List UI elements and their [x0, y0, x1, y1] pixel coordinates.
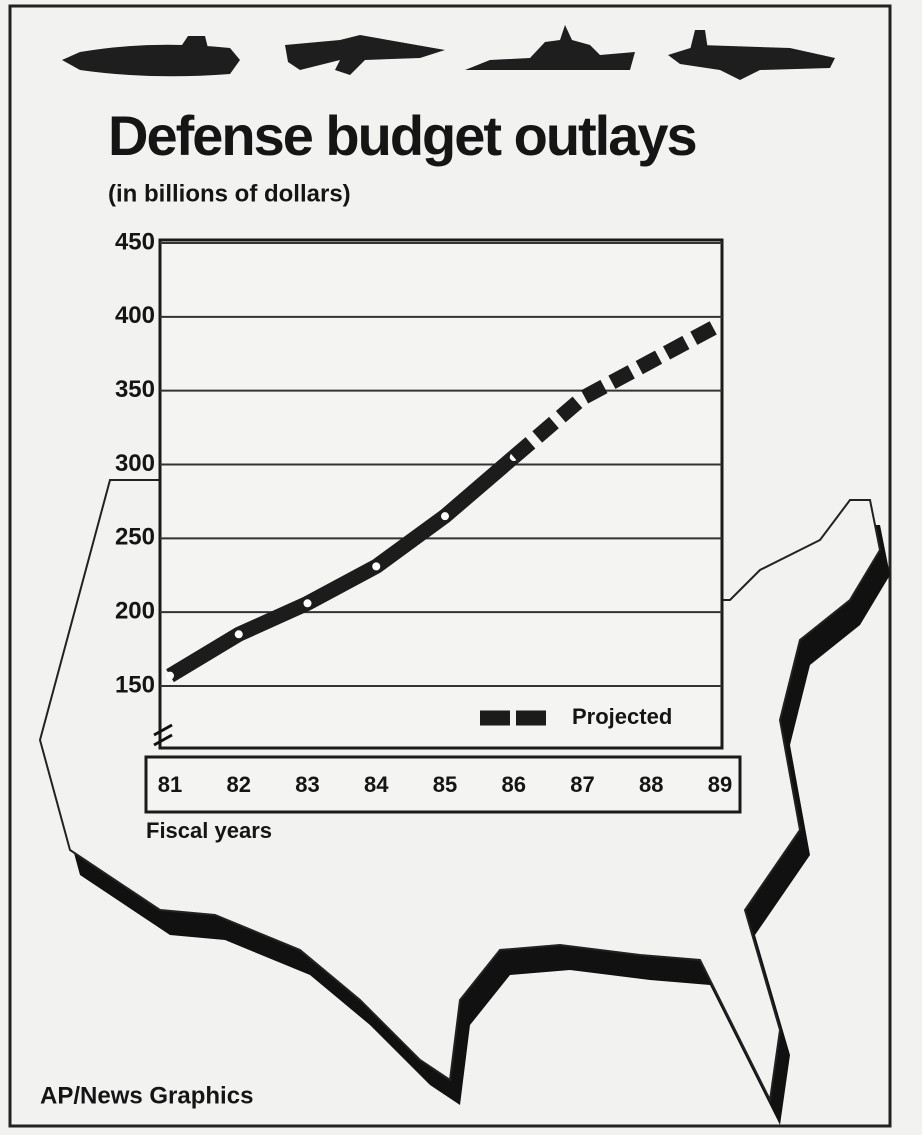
point [234, 630, 243, 639]
x-tick-label: 86 [502, 772, 526, 797]
ship [465, 25, 635, 70]
submarine [62, 36, 240, 77]
point [303, 599, 312, 608]
legend-label: Projected [572, 704, 672, 729]
y-tick-label: 200 [115, 597, 155, 624]
source: AP/News Graphics [40, 1082, 253, 1109]
point [441, 512, 449, 521]
plot-area [158, 238, 724, 750]
x-axis-box [144, 755, 742, 814]
point [372, 562, 381, 571]
point [166, 671, 174, 680]
chart-title: Defense budget outlays [108, 104, 696, 167]
y-tick-label: 400 [115, 302, 155, 329]
x-tick-label: 81 [158, 772, 182, 797]
x-tick-label: 84 [364, 772, 389, 797]
x-tick-label: 83 [295, 772, 319, 797]
series-line [166, 451, 519, 683]
x-tick-label: 87 [570, 772, 594, 797]
x-tick-label: 89 [708, 772, 732, 797]
x-tick-label: 82 [227, 772, 251, 797]
y-tick-label: 250 [115, 524, 155, 551]
airplane [668, 30, 835, 80]
silhouettes [62, 25, 835, 80]
y-tick-label: 350 [115, 376, 155, 403]
x-tick-label: 88 [639, 772, 663, 797]
frame [8, 4, 892, 1128]
x-axis-title: Fiscal years [146, 818, 272, 843]
subtitle: (in billions of dollars) [108, 180, 351, 207]
x-tick-label: 85 [433, 772, 457, 797]
y-tick-label: 150 [115, 671, 155, 698]
y-tick-label: 300 [115, 450, 155, 477]
rifle [285, 35, 445, 75]
y-tick-label: 450 [115, 228, 155, 255]
axis-break [153, 723, 173, 747]
series-line [508, 317, 724, 463]
